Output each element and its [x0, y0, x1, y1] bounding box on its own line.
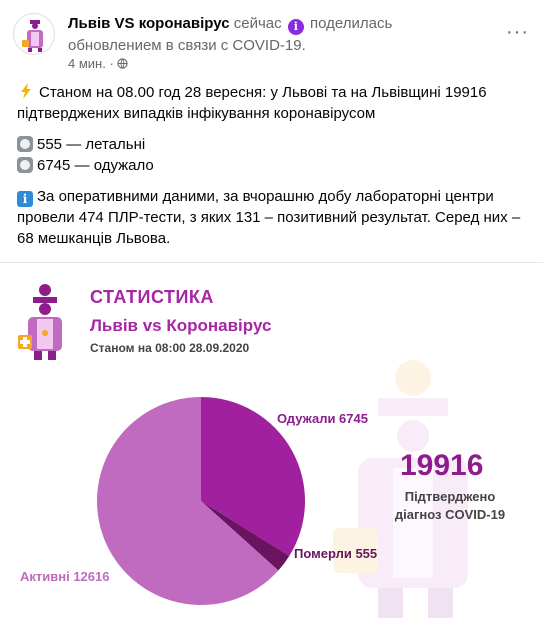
post-paragraph-3: i За оперативними даними, за вчорашню доб…: [17, 186, 533, 249]
post-paragraph-1: Станом на 08.00 год 28 вересня: у Львові…: [17, 82, 533, 124]
post-body: Станом на 08.00 год 28 вересня: у Львові…: [17, 82, 533, 259]
info-icon[interactable]: i: [287, 19, 304, 35]
infographic-image[interactable]: СТАТИСТИКА Львів vs Коронавірус Станом н…: [0, 262, 543, 632]
total-cases-caption: Підтверджено діагноз COVID-19: [380, 488, 520, 524]
globe-icon[interactable]: [117, 58, 129, 69]
total-cases-number: 19916: [400, 449, 484, 482]
pie-slice-active: [96, 397, 279, 605]
post-header: Львів VS коронавірус сейчас i поделилась…: [13, 10, 533, 72]
stat-line-lethal: 555 — летальні: [17, 134, 533, 155]
radio-button-icon: [17, 136, 33, 152]
post-paragraph-1-text: Станом на 08.00 год 28 вересня: у Львові…: [17, 84, 487, 122]
infographic-subtitle: Львів vs Коронавірус: [90, 316, 272, 335]
post-time-word: сейчас: [233, 15, 282, 32]
mascot-watermark-icon: [333, 360, 468, 618]
total-caption-line-2: діагноз COVID-19: [394, 507, 506, 522]
slice-label-died: Померли 555: [294, 546, 378, 561]
more-options-icon[interactable]: ···: [506, 21, 529, 43]
infographic-date: Станом на 08:00 28.09.2020: [90, 341, 250, 355]
page-name-link[interactable]: Львів VS коронавірус: [68, 15, 230, 32]
page-avatar[interactable]: [13, 13, 55, 55]
pie-slice-died: [201, 501, 290, 571]
post-headline: Львів VS коронавірус сейчас i поделилась…: [68, 13, 488, 56]
post-paragraph-3-text: За оперативними даними, за вчорашню добу…: [17, 188, 521, 247]
mascot-icon: [22, 20, 43, 52]
infographic-title: СТАТИСТИКА: [90, 287, 214, 307]
post-timestamp[interactable]: 4 мин.: [68, 56, 106, 71]
total-caption-line-1: Підтверджено: [404, 489, 496, 504]
slice-label-recovered: Одужали 6745: [277, 411, 368, 426]
pie-chart: [96, 397, 305, 605]
shared-update-text: поделилась обновлением в связи с COVID-1…: [68, 15, 393, 54]
post-stats-list: 555 — летальні 6745 — одужало: [17, 134, 533, 176]
post-meta: 4 мин. ·: [68, 56, 129, 71]
lightning-icon: [21, 83, 31, 99]
slice-label-active: Активні 12616: [20, 569, 110, 584]
mascot-logo-icon: [18, 284, 62, 360]
separator-dot: ·: [109, 56, 118, 71]
information-icon: i: [17, 191, 33, 207]
pie-slice-recovered: [201, 397, 305, 556]
stat-recovered-text: 6745 — одужало: [37, 157, 154, 174]
stat-line-recovered: 6745 — одужало: [17, 155, 533, 176]
radio-button-icon: [17, 157, 33, 173]
stat-lethal-text: 555 — летальні: [37, 136, 146, 153]
